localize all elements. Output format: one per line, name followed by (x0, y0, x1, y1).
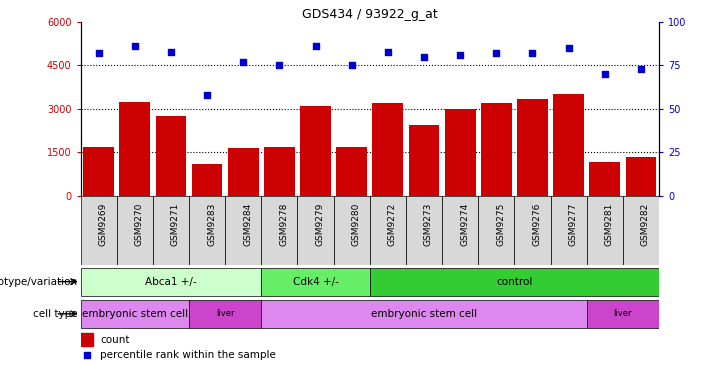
Bar (369, 196, 406, 265)
Bar (81, 300, 189, 328)
Bar (478, 196, 515, 265)
Text: GSM9272: GSM9272 (388, 203, 397, 246)
Bar (517, 99, 547, 196)
Bar (515, 196, 550, 265)
Text: genotype/variation: genotype/variation (0, 277, 81, 287)
Text: liver: liver (613, 309, 632, 318)
Point (635, 66, 646, 72)
Text: GSM9276: GSM9276 (533, 203, 541, 246)
Bar (83, 146, 114, 196)
Point (599, 71, 611, 77)
Bar (481, 103, 512, 196)
Bar (297, 196, 334, 265)
Bar (189, 300, 261, 328)
Text: GSM9284: GSM9284 (243, 203, 252, 246)
Bar (261, 268, 370, 296)
Text: GSM9280: GSM9280 (352, 203, 361, 246)
Text: GSM9278: GSM9278 (280, 203, 288, 246)
Bar (261, 300, 587, 328)
Bar (261, 196, 297, 265)
Point (274, 63, 285, 68)
Bar (587, 300, 659, 328)
Point (382, 49, 393, 55)
Bar (264, 146, 295, 196)
Text: GSM9277: GSM9277 (569, 203, 578, 246)
Bar (587, 196, 622, 265)
Bar (442, 196, 478, 265)
Point (491, 51, 502, 56)
Bar (228, 148, 259, 196)
Bar (334, 196, 370, 265)
Text: count: count (100, 335, 130, 345)
Text: GSM9275: GSM9275 (496, 203, 505, 246)
Point (418, 54, 430, 60)
Point (563, 45, 574, 51)
Point (346, 63, 358, 68)
Text: GSM9279: GSM9279 (315, 203, 325, 246)
Text: control: control (496, 277, 533, 287)
Point (310, 44, 321, 49)
Text: percentile rank within the sample: percentile rank within the sample (100, 351, 276, 361)
Text: embryonic stem cell: embryonic stem cell (371, 309, 477, 319)
Bar (369, 268, 659, 296)
Text: GSM9269: GSM9269 (99, 203, 108, 246)
Bar (625, 157, 656, 196)
Point (527, 51, 538, 56)
Text: embryonic stem cell: embryonic stem cell (82, 309, 188, 319)
Bar (553, 94, 584, 196)
Bar (409, 125, 440, 196)
Text: liver: liver (216, 309, 234, 318)
Bar (189, 196, 225, 265)
Bar (81, 196, 117, 265)
Point (454, 52, 465, 58)
Text: Abca1 +/-: Abca1 +/- (145, 277, 197, 287)
Bar (300, 106, 331, 196)
Bar (372, 103, 403, 196)
Point (165, 49, 177, 55)
Text: GSM9273: GSM9273 (424, 203, 433, 246)
Text: GSM9282: GSM9282 (641, 203, 650, 246)
Point (81, 352, 93, 358)
Bar (336, 146, 367, 196)
Bar (406, 196, 442, 265)
Bar (119, 102, 150, 196)
Bar (81, 268, 261, 296)
Bar (156, 116, 186, 196)
Title: GDS434 / 93922_g_at: GDS434 / 93922_g_at (302, 8, 437, 21)
Bar (590, 163, 620, 196)
Bar (117, 196, 153, 265)
Bar (81, 333, 93, 346)
Text: GSM9283: GSM9283 (207, 203, 216, 246)
Bar (192, 164, 222, 196)
Text: GSM9271: GSM9271 (171, 203, 180, 246)
Text: cell type: cell type (33, 309, 81, 319)
Point (201, 92, 212, 98)
Bar (153, 196, 189, 265)
Point (129, 44, 140, 49)
Text: GSM9281: GSM9281 (605, 203, 613, 246)
Bar (550, 196, 587, 265)
Text: GSM9274: GSM9274 (460, 203, 469, 246)
Text: Cdk4 +/-: Cdk4 +/- (292, 277, 339, 287)
Point (238, 59, 249, 65)
Bar (444, 109, 475, 196)
Text: GSM9270: GSM9270 (135, 203, 144, 246)
Bar (622, 196, 659, 265)
Point (93, 51, 104, 56)
Bar (225, 196, 261, 265)
